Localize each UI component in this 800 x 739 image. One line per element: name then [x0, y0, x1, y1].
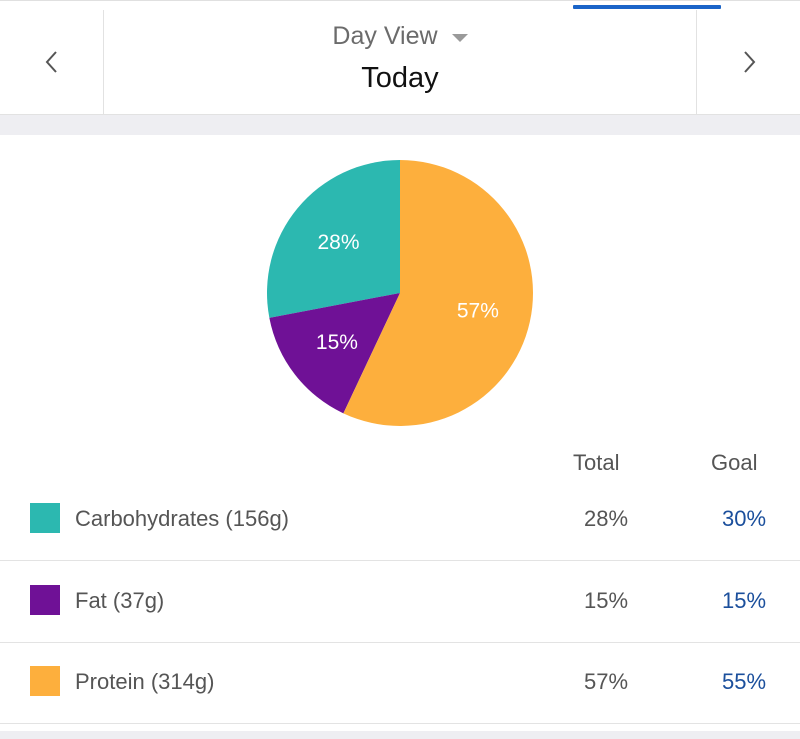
- pie-label-fat: 15%: [316, 331, 358, 354]
- macro-row-protein[interactable]: Protein (314g) 57% 55%: [0, 641, 800, 724]
- macro-total: 28%: [584, 506, 629, 531]
- carbohydrates-color-swatch: [30, 503, 60, 533]
- view-mode-label: Day View: [332, 22, 438, 50]
- total-column-header: Total: [573, 450, 620, 475]
- macro-total: 15%: [584, 588, 629, 613]
- pie-label-protein: 57%: [457, 299, 499, 322]
- active-tab-indicator: [573, 5, 721, 9]
- next-day-button[interactable]: [696, 10, 800, 114]
- macro-row-carbohydrates[interactable]: Carbohydrates (156g) 28% 30%: [0, 478, 800, 561]
- macro-goal: 15%: [722, 588, 767, 613]
- section-separator: [0, 115, 800, 135]
- date-title: Today: [361, 62, 439, 94]
- macro-row-fat[interactable]: Fat (37g) 15% 15%: [0, 560, 800, 643]
- macro-label: Carbohydrates (156g): [75, 506, 290, 531]
- fat-color-swatch: [30, 585, 60, 615]
- macro-label: Protein (314g): [75, 669, 215, 694]
- chevron-right-icon: [744, 51, 756, 73]
- macro-total: 57%: [584, 669, 629, 694]
- macro-label: Fat (37g): [75, 588, 165, 613]
- caret-down-icon: [451, 33, 468, 42]
- date-navigation-header: Day View Today: [0, 10, 800, 115]
- macro-goal: 55%: [722, 669, 767, 694]
- chevron-left-icon: [45, 51, 57, 73]
- pie-slice-carbohydrates: [267, 160, 400, 318]
- pie-chart-svg: 28% 15% 57%: [267, 160, 533, 426]
- goal-column-header: Goal: [711, 450, 758, 475]
- pie-slice-fat: [269, 293, 400, 414]
- protein-color-swatch: [30, 666, 60, 696]
- macro-goal: 30%: [722, 506, 767, 531]
- macronutrient-pie-chart: 28% 15% 57%: [0, 136, 800, 436]
- bottom-separator: [0, 731, 800, 739]
- view-mode-dropdown[interactable]: Day View: [104, 22, 696, 51]
- previous-day-button[interactable]: [0, 10, 104, 114]
- top-divider: [0, 0, 800, 1]
- pie-label-carbohydrates: 28%: [317, 231, 359, 254]
- pie-slice-protein: [343, 160, 533, 426]
